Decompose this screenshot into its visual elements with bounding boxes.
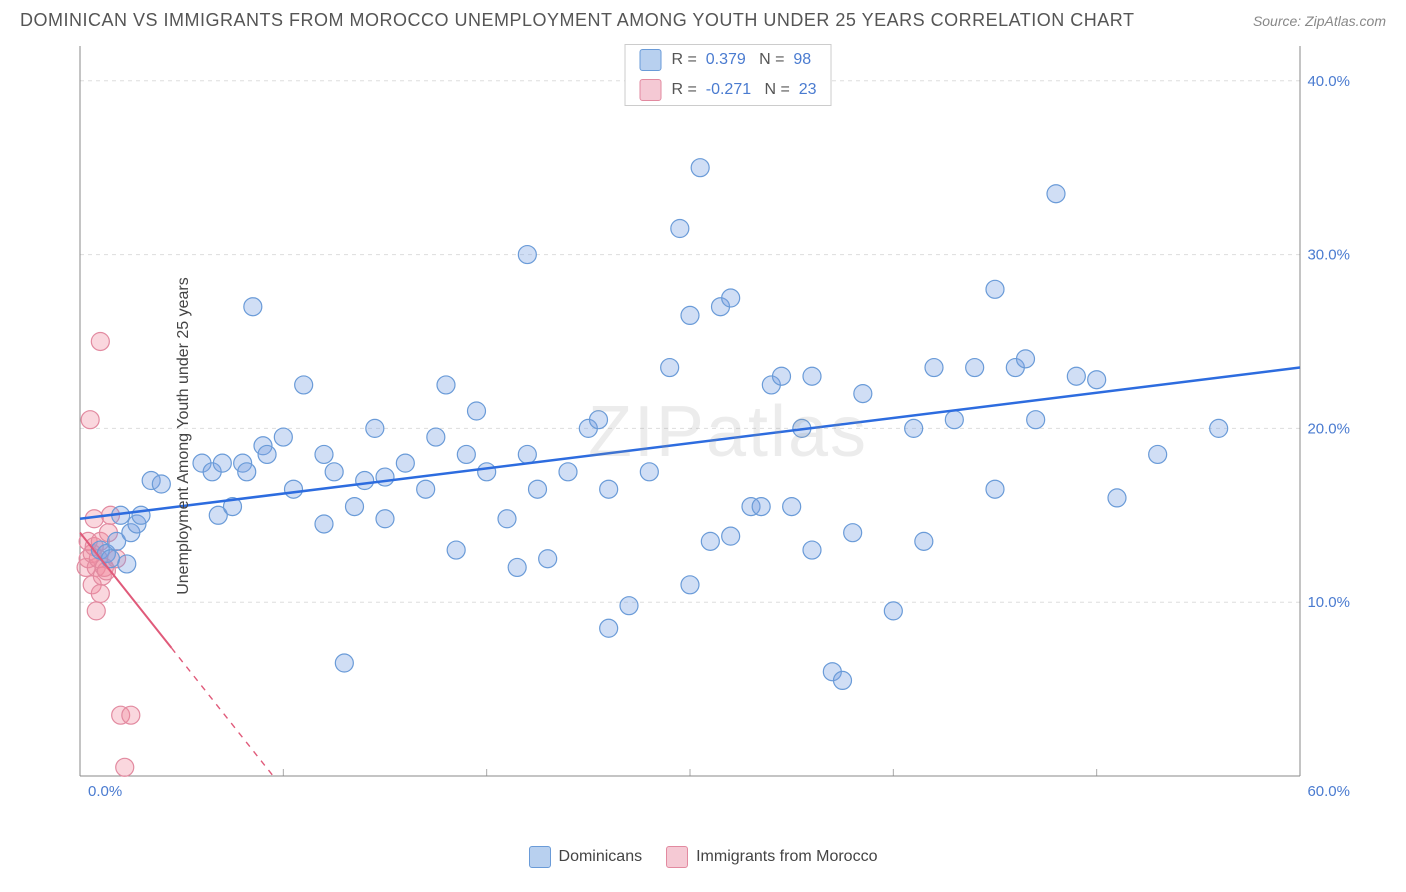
r-value-dominicans: 0.379 <box>706 51 746 68</box>
legend-bottom: Dominicans Immigrants from Morocco <box>0 846 1406 868</box>
chart-title: DOMINICAN VS IMMIGRANTS FROM MOROCCO UNE… <box>20 10 1134 31</box>
svg-text:20.0%: 20.0% <box>1307 420 1350 437</box>
r-value-morocco: -0.271 <box>706 81 751 98</box>
legend-item-morocco: Immigrants from Morocco <box>666 846 877 868</box>
legend-label: Dominicans <box>559 848 643 866</box>
legend-swatch-dominicans <box>640 49 662 71</box>
source-attribution: Source: ZipAtlas.com <box>1253 13 1386 29</box>
svg-text:10.0%: 10.0% <box>1307 594 1350 611</box>
svg-text:30.0%: 30.0% <box>1307 247 1350 264</box>
svg-text:0.0%: 0.0% <box>88 783 122 800</box>
legend-row-dominicans: R = 0.379 N = 98 <box>626 45 831 75</box>
correlation-legend: R = 0.379 N = 98 R = -0.271 N = 23 <box>625 44 832 106</box>
n-value-morocco: 23 <box>799 81 817 98</box>
legend-item-dominicans: Dominicans <box>529 846 643 868</box>
legend-swatch-morocco <box>640 79 662 101</box>
legend-row-morocco: R = -0.271 N = 23 <box>626 75 831 105</box>
legend-swatch-icon <box>666 846 688 868</box>
legend-swatch-icon <box>529 846 551 868</box>
chart-container: Unemployment Among Youth under 25 years … <box>70 36 1386 836</box>
y-axis-label: Unemployment Among Youth under 25 years <box>175 277 193 595</box>
n-value-dominicans: 98 <box>793 51 811 68</box>
svg-text:40.0%: 40.0% <box>1307 73 1350 90</box>
scatter-chart: 10.0% 20.0% 30.0% 40.0% 0.0% 60.0% <box>70 36 1380 806</box>
svg-text:60.0%: 60.0% <box>1307 783 1350 800</box>
legend-label: Immigrants from Morocco <box>696 848 877 866</box>
